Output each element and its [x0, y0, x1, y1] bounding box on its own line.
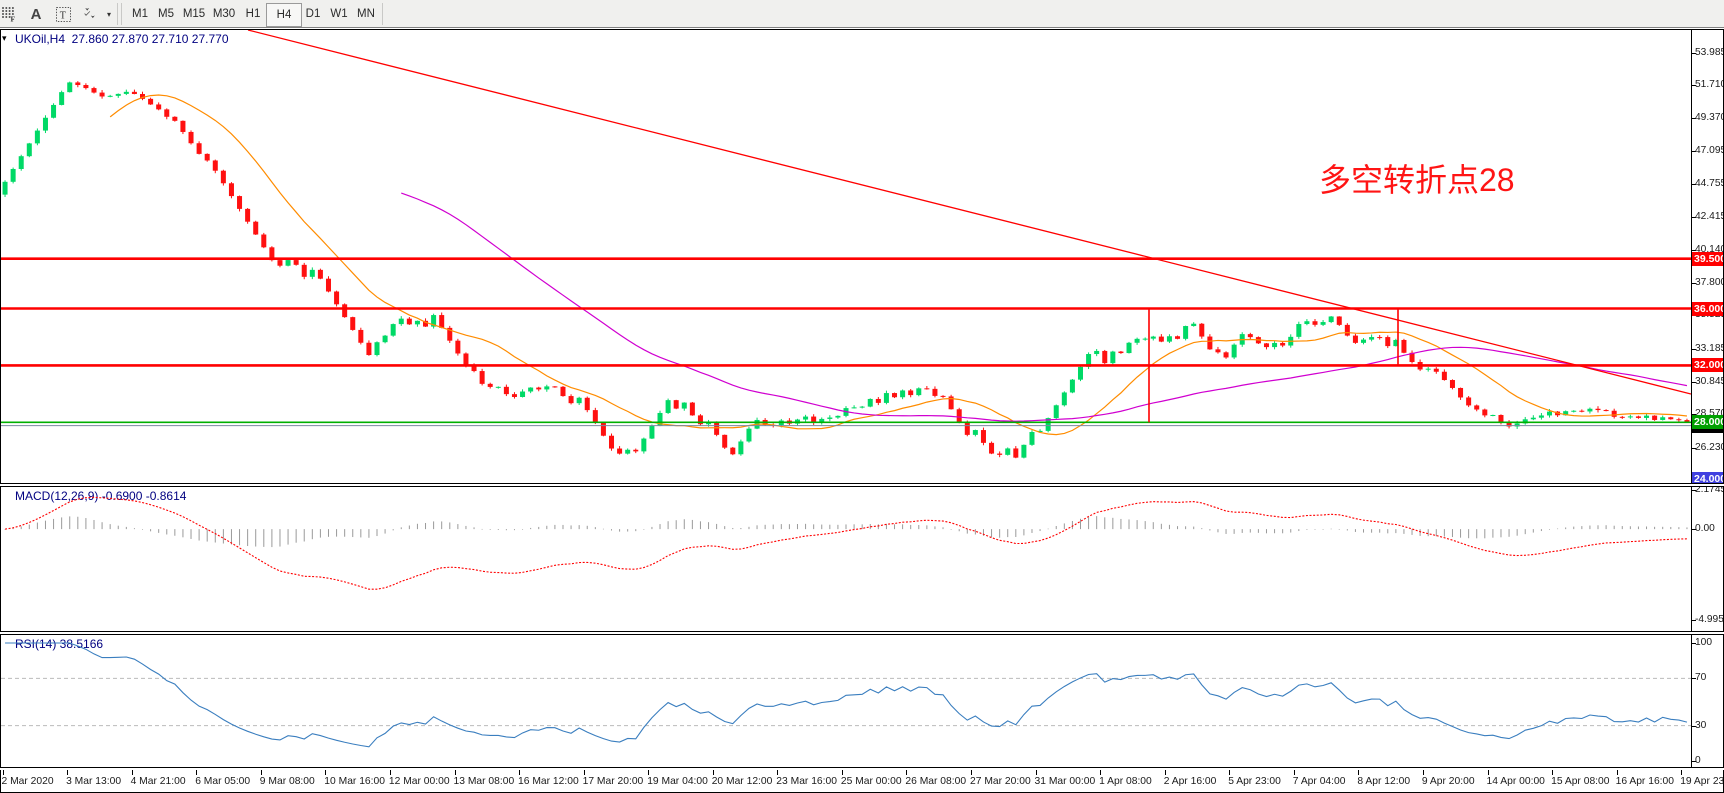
- svg-text:多空转折点28: 多空转折点28: [1319, 162, 1515, 198]
- svg-text:T: T: [59, 10, 65, 21]
- svg-text:F: F: [10, 14, 15, 22]
